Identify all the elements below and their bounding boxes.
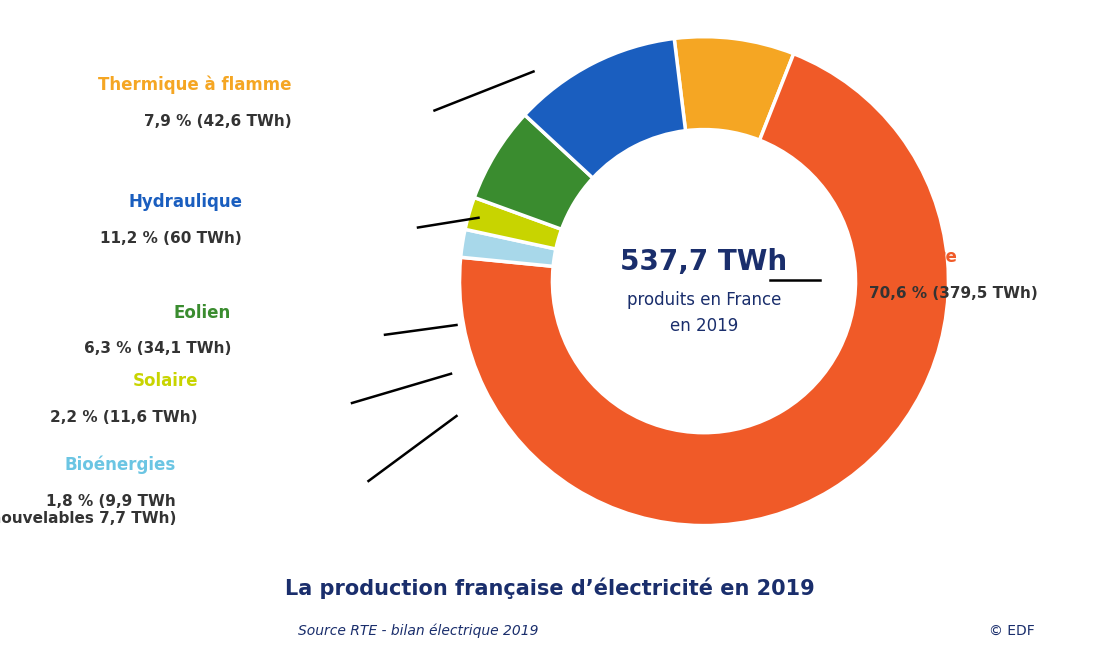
Text: 2,2 % (11,6 TWh): 2,2 % (11,6 TWh): [51, 410, 198, 424]
Text: 537,7 TWh: 537,7 TWh: [620, 248, 788, 276]
Text: 7,9 % (42,6 TWh): 7,9 % (42,6 TWh): [144, 114, 292, 129]
Text: Eolien: Eolien: [174, 304, 231, 322]
Text: 70,6 % (379,5 TWh): 70,6 % (379,5 TWh): [869, 286, 1037, 301]
Text: Thermique à flamme: Thermique à flamme: [98, 76, 292, 94]
Text: produits en France
en 2019: produits en France en 2019: [627, 291, 781, 335]
Text: © EDF: © EDF: [989, 624, 1035, 638]
Text: Bioénergies: Bioénergies: [65, 456, 176, 474]
Wedge shape: [674, 36, 794, 140]
Text: Source RTE - bilan électrique 2019: Source RTE - bilan électrique 2019: [298, 623, 538, 638]
Text: 11,2 % (60 TWh): 11,2 % (60 TWh): [100, 231, 242, 246]
Wedge shape: [460, 54, 948, 526]
Text: Hydraulique: Hydraulique: [128, 193, 242, 211]
Wedge shape: [461, 229, 556, 266]
Text: 1,8 % (9,9 TWh
dont renouvelables 7,7 TWh): 1,8 % (9,9 TWh dont renouvelables 7,7 TW…: [0, 494, 176, 526]
Wedge shape: [525, 38, 685, 178]
Wedge shape: [465, 198, 562, 249]
Text: La production française d’électricité en 2019: La production française d’électricité en…: [285, 578, 815, 599]
Text: Solaire: Solaire: [132, 372, 198, 390]
Text: 6,3 % (34,1 TWh): 6,3 % (34,1 TWh): [84, 341, 231, 356]
Text: Nucléaire: Nucléaire: [869, 248, 958, 266]
Wedge shape: [474, 115, 593, 229]
